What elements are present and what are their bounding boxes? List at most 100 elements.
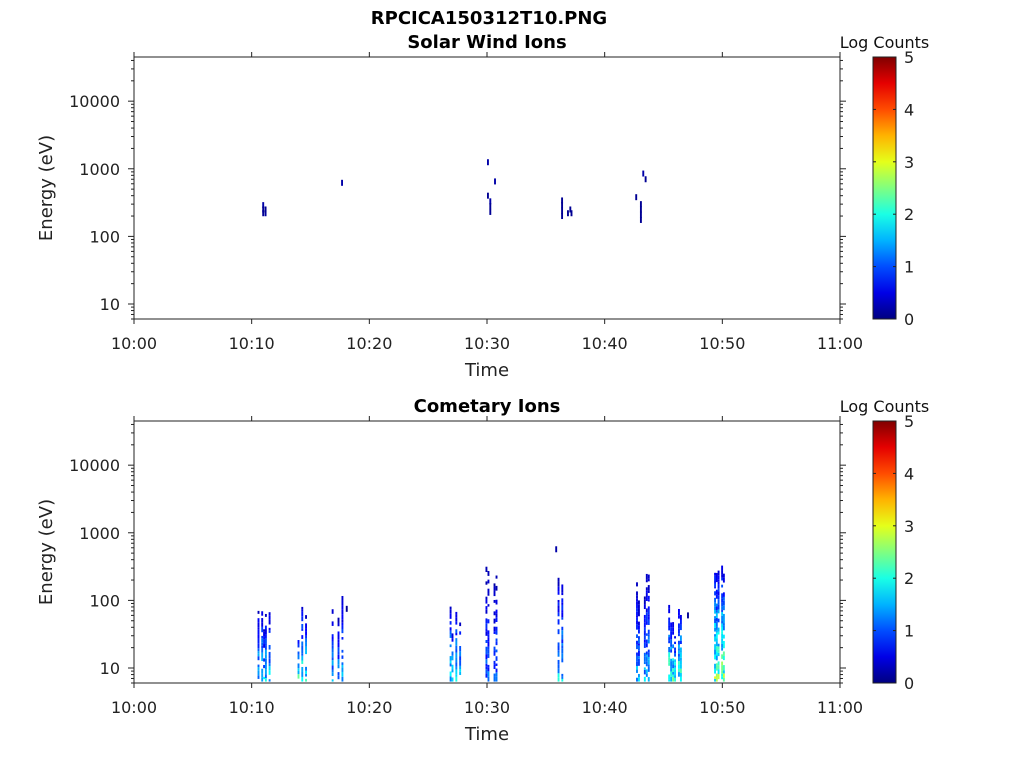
data-cell: [487, 192, 489, 199]
data-cell: [674, 641, 676, 645]
data-cell: [557, 599, 560, 603]
data-cell: [674, 647, 676, 651]
data-cell: [636, 601, 638, 605]
data-cell: [715, 663, 718, 666]
data-cell: [643, 667, 646, 670]
data-cell: [722, 651, 725, 656]
data-cell: [643, 614, 646, 619]
data-cell: [485, 654, 488, 660]
data-cell: [647, 666, 650, 672]
data-cell: [636, 598, 638, 602]
data-cell: [485, 606, 488, 610]
y-tick-label: 10: [100, 659, 120, 678]
data-cell: [305, 646, 307, 651]
data-cell: [451, 638, 454, 642]
data-cell: [643, 604, 646, 610]
data-cell: [647, 578, 650, 582]
data-cell: [721, 593, 724, 599]
data-cell: [636, 582, 638, 587]
data-cell: [449, 630, 452, 635]
data-cell: [638, 600, 640, 605]
data-cell: [331, 660, 334, 666]
data-cell: [341, 667, 344, 672]
data-cell: [722, 641, 725, 644]
data-cell: [261, 626, 264, 633]
data-cell: [647, 619, 650, 625]
data-cell: [670, 668, 673, 672]
data-cell: [485, 596, 488, 600]
data-cell: [715, 594, 718, 599]
data-cell: [645, 579, 648, 583]
data-cell: [557, 659, 560, 665]
data-cell: [636, 608, 638, 612]
data-cell: [301, 671, 304, 677]
data-cell: [451, 633, 454, 639]
data-cell: [268, 655, 271, 659]
data-cell: [451, 677, 454, 682]
data-cell: [459, 671, 462, 676]
data-cell: [714, 668, 716, 674]
data-cell: [331, 652, 334, 658]
data-cell: [678, 628, 680, 634]
data-cell: [493, 618, 496, 624]
data-cell: [672, 631, 675, 635]
data-cell: [678, 672, 680, 677]
data-cell: [341, 625, 344, 629]
data-cell: [561, 626, 564, 631]
data-cell: [487, 579, 490, 584]
data-cell: [636, 640, 638, 645]
data-cell: [264, 649, 267, 655]
data-cell: [301, 676, 304, 682]
data-cell: [337, 634, 340, 640]
data-cell: [493, 676, 496, 682]
data-cell: [557, 591, 560, 595]
data-cell: [341, 676, 344, 682]
data-cell: [721, 606, 724, 610]
data-cell: [636, 669, 638, 673]
data-cell: [262, 210, 265, 217]
colorbar-tick-label: 0: [904, 310, 914, 329]
y-axis-label: Energy (eV): [36, 135, 57, 241]
data-cell: [636, 677, 638, 682]
data-cell: [561, 645, 564, 649]
data-cell: [331, 645, 334, 649]
data-cell: [561, 610, 564, 613]
data-cell: [722, 596, 725, 601]
colorbar-tick-label: 3: [904, 153, 914, 172]
data-cell: [561, 630, 564, 635]
data-cell: [561, 598, 564, 603]
data-cell: [455, 676, 458, 682]
data-cell: [647, 677, 650, 682]
data-cell: [715, 641, 718, 647]
data-cell: [449, 606, 452, 610]
data-cell: [643, 652, 646, 657]
data-cell: [647, 574, 650, 579]
data-cell: [262, 202, 265, 209]
data-cell: [449, 609, 452, 614]
data-cell: [567, 210, 569, 217]
data-cell: [672, 664, 675, 669]
data-cell: [638, 611, 640, 617]
data-cell: [643, 669, 646, 675]
data-cell: [638, 656, 640, 659]
data-cell: [717, 665, 720, 670]
data-cell: [636, 661, 638, 667]
data-cell: [715, 632, 718, 639]
data-cell: [636, 634, 638, 638]
data-cell: [263, 664, 265, 669]
data-cell: [645, 661, 648, 667]
data-cell: [268, 630, 271, 633]
data-cell: [455, 645, 458, 650]
data-cell: [645, 633, 648, 636]
data-cell: [263, 676, 265, 680]
data-cell: [645, 639, 648, 644]
data-cell: [636, 611, 638, 616]
data-cell: [636, 591, 638, 596]
data-cell: [561, 678, 564, 682]
data-cell: [721, 602, 724, 607]
data-cell: [714, 606, 716, 611]
data-cell: [638, 604, 640, 609]
data-cell: [721, 577, 724, 581]
data-cell: [297, 668, 300, 671]
data-cell: [557, 612, 560, 617]
